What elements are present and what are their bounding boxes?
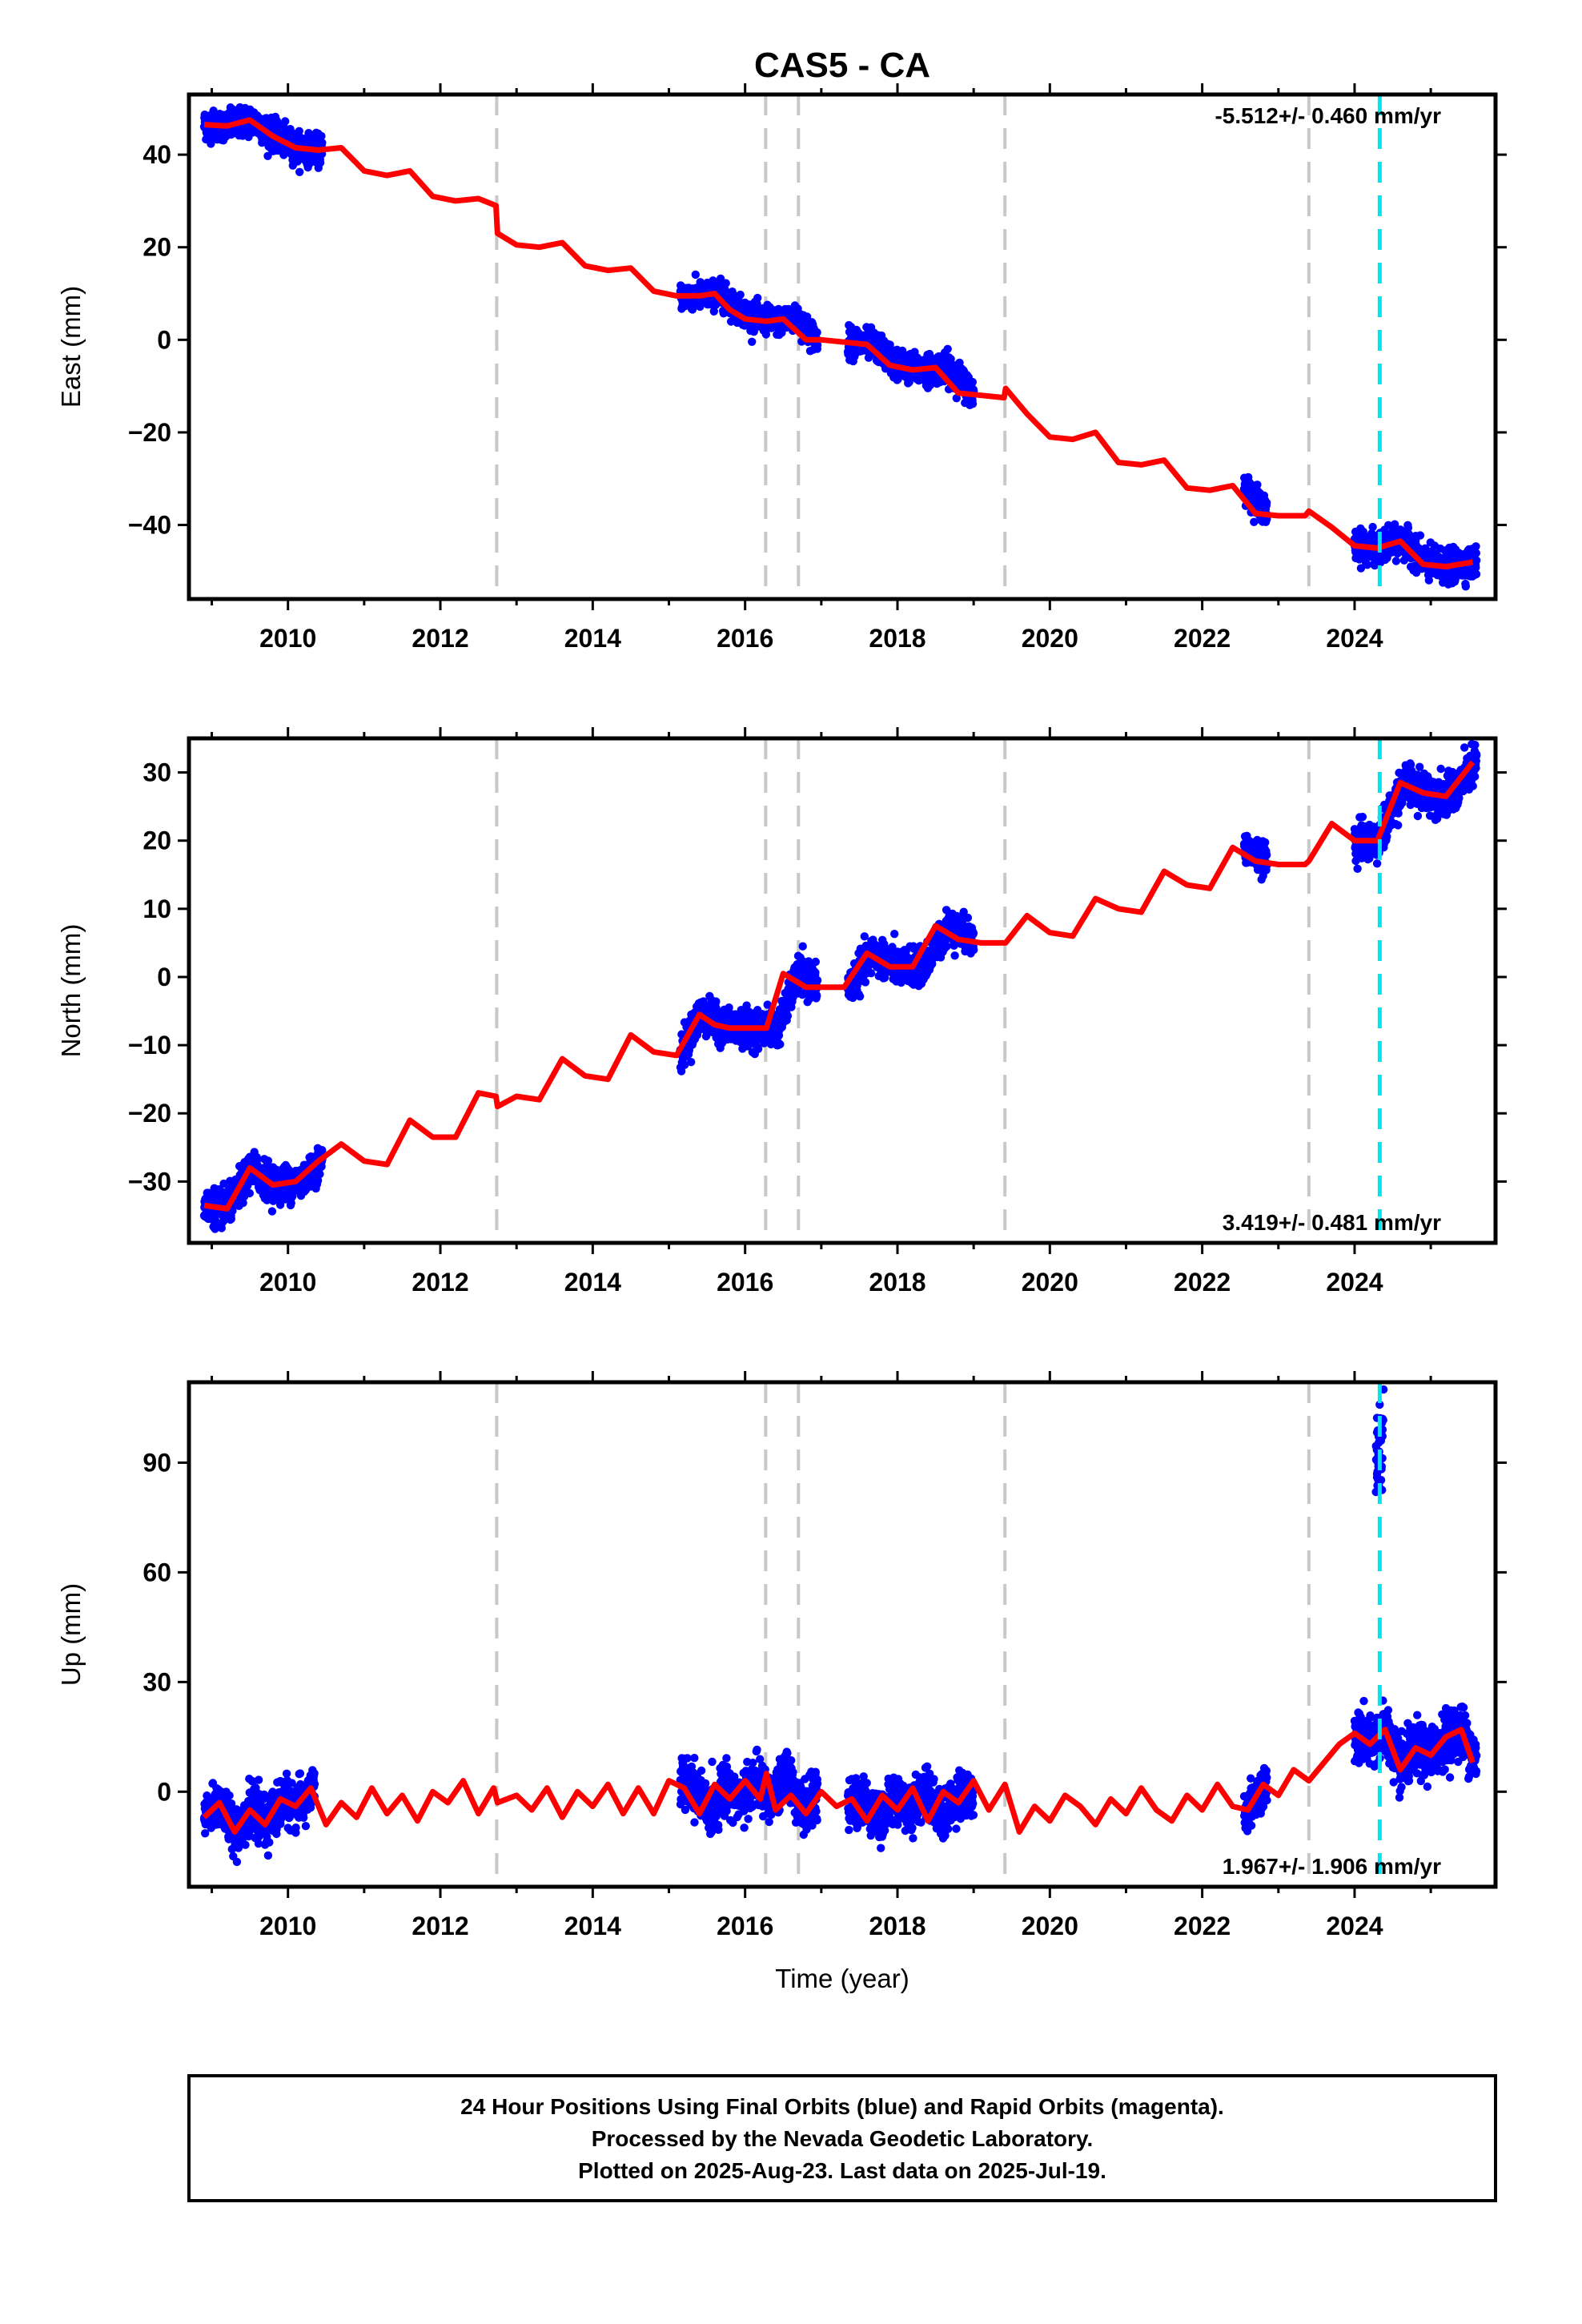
plot-area: [199, 94, 1481, 599]
data-point: [813, 991, 821, 1000]
data-point: [227, 1214, 235, 1224]
data-point: [313, 1176, 323, 1185]
data-point: [753, 1044, 763, 1054]
data-point: [295, 127, 303, 135]
data-point: [1391, 557, 1401, 565]
data-point: [952, 394, 962, 403]
data-point: [1356, 564, 1366, 573]
data-point: [709, 307, 718, 316]
data-point: [761, 330, 771, 339]
data-point: [1472, 556, 1481, 565]
data-point: [687, 1058, 696, 1067]
data-point: [1368, 522, 1377, 532]
x-tick-label: 2018: [869, 624, 926, 653]
x-tick-label: 2020: [1022, 624, 1078, 653]
x-tick-label: 2010: [259, 624, 316, 653]
data-point: [699, 997, 708, 1006]
data-point: [890, 930, 899, 939]
data-point: [736, 290, 745, 300]
y-tick-label: −20: [128, 418, 171, 447]
x-tick-label: 2014: [564, 624, 621, 653]
data-point: [315, 159, 325, 167]
x-tick-label: 2022: [1174, 624, 1231, 653]
data-point: [1472, 549, 1481, 557]
data-point: [813, 340, 822, 349]
data-point: [1250, 517, 1259, 526]
data-point: [798, 942, 807, 951]
north-panel: 2010 2012 2014 2016 2018 2020 2022 2024−30−20−1…: [56, 727, 1507, 1297]
data-point: [968, 400, 978, 408]
data-point: [943, 344, 952, 353]
data-point: [909, 944, 918, 953]
data-point: [1399, 556, 1409, 565]
data-point: [783, 1011, 793, 1020]
model-fit-line: [203, 117, 1474, 569]
y-axis-label: East (mm): [56, 286, 86, 408]
data-point: [813, 328, 821, 337]
data-point: [1253, 480, 1262, 489]
data-point: [811, 957, 820, 967]
data-point: [855, 992, 865, 1001]
data-point: [317, 131, 326, 141]
data-point: [1390, 520, 1399, 529]
data-point: [1403, 523, 1413, 533]
data-point: [861, 978, 870, 987]
y-tick-label: 40: [143, 140, 171, 169]
x-tick-label: 2024: [1326, 624, 1383, 653]
data-point: [942, 942, 951, 951]
y-tick-label: −40: [128, 511, 171, 540]
data-point: [239, 1198, 247, 1208]
data-point: [804, 957, 813, 966]
data-point: [681, 1060, 689, 1069]
data-point: [688, 305, 697, 314]
data-point: [245, 1188, 254, 1198]
data-point: [950, 951, 959, 960]
x-tick-label: 2016: [717, 624, 773, 653]
data-point: [866, 969, 876, 978]
chart-title: CAS5 - CA: [754, 46, 930, 85]
data-point: [295, 167, 304, 176]
data-point: [748, 337, 757, 346]
data-point: [318, 1146, 327, 1155]
data-point: [263, 1156, 273, 1165]
data-point: [275, 1200, 285, 1209]
plot-frame: [187, 92, 1498, 601]
data-point: [281, 1195, 290, 1204]
data-point: [1262, 498, 1271, 507]
east-panel: 2010 2012 2014 2016 2018 2020 2022 2024 −40 −20 0 2…: [56, 83, 1507, 653]
data-point: [1472, 569, 1481, 579]
data-point: [763, 1000, 772, 1009]
data-point: [897, 978, 905, 987]
data-point: [281, 117, 290, 126]
data-point: [721, 279, 730, 287]
data-point: [1415, 531, 1425, 540]
data-point: [776, 1039, 785, 1049]
plot-area: [199, 738, 1481, 1243]
data-point: [811, 968, 820, 977]
data-point: [267, 1207, 277, 1216]
data-point: [1472, 542, 1480, 551]
x-tick-label: 2012: [412, 624, 468, 653]
data-point: [1424, 576, 1434, 585]
y-tick-label: 20: [143, 233, 171, 262]
data-point: [968, 377, 978, 387]
data-point: [691, 270, 700, 279]
data-point: [219, 1179, 228, 1188]
data-point: [813, 976, 822, 985]
data-point: [753, 293, 762, 303]
data-point: [1363, 561, 1372, 569]
velocity-rate-label: -5.512+/- 0.460 mm/yr: [1215, 103, 1441, 128]
data-point: [853, 981, 861, 990]
y-tick-label: 0: [157, 325, 171, 354]
data-point: [315, 1169, 324, 1179]
data-point: [1461, 582, 1471, 591]
data-point: [860, 932, 869, 941]
data-point: [928, 959, 937, 969]
data-point: [712, 997, 721, 1006]
data-point: [677, 1067, 686, 1076]
data-point: [1472, 563, 1480, 572]
